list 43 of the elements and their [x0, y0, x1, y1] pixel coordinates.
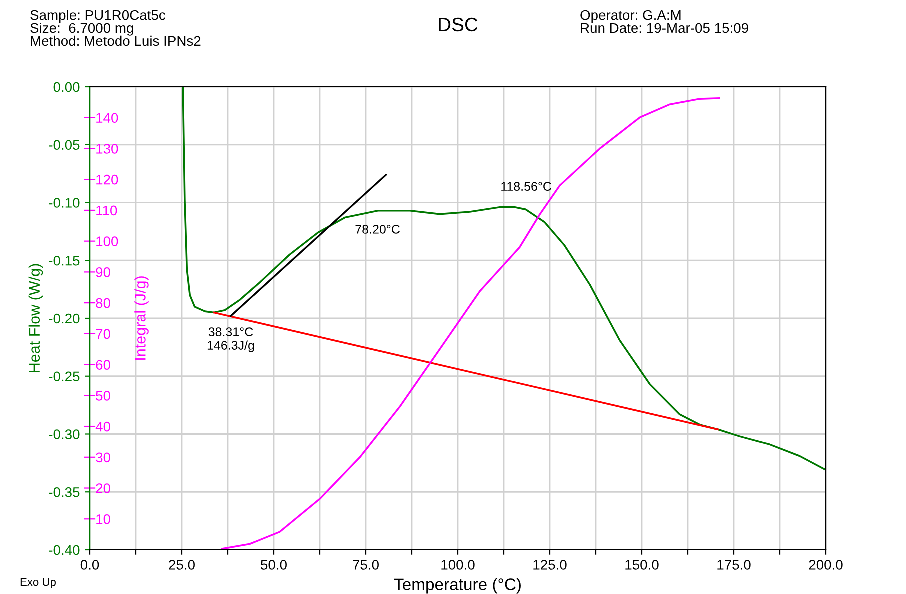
- chart-title: DSC: [439, 18, 478, 32]
- x-tick-label: 50.0: [261, 560, 287, 570]
- annotation: 118.56°C: [502, 182, 552, 192]
- x-tick-label: 0.0: [80, 560, 100, 570]
- y-tick-label: -0.30: [49, 430, 80, 440]
- y-tick-label: -0.25: [49, 372, 80, 382]
- x-tick-label: 200.0: [809, 560, 843, 570]
- y2-tick-label: 110: [96, 206, 118, 216]
- y2-tick-label: 30: [96, 452, 110, 463]
- y2-tick-label: 130: [96, 144, 118, 154]
- x-tick-label: 175.0: [718, 560, 751, 570]
- x-tick-label: 25.0: [169, 560, 195, 570]
- x-axis-title: Temperature (°C): [394, 578, 521, 594]
- y-tick-label: -0.15: [49, 256, 80, 266]
- y2-tick-label: 20: [96, 484, 110, 494]
- y2-axis-title: Integral (J/g): [134, 276, 149, 360]
- y-tick-label: -0.35: [49, 487, 80, 498]
- x-tick-label: 150.0: [626, 560, 659, 570]
- x-tick-label: 125.0: [534, 560, 567, 570]
- y2-tick-label: 10: [96, 514, 110, 524]
- y2-tick-label: 100: [96, 236, 118, 247]
- annotation: 38.31°C 146.3J/g: [208, 328, 254, 352]
- y-tick-label: -0.10: [49, 198, 80, 208]
- y2-tick-label: 60: [96, 360, 110, 370]
- y2-tick-label: 120: [96, 174, 118, 185]
- y-tick-label: -0.20: [49, 314, 80, 324]
- text: Sample: PU1R0Cat5c Size: 6.7000 mg Method: Metodo Luis IPNs2: [30, 10, 201, 46]
- y-tick-label: -0.05: [49, 140, 80, 150]
- x-tick-label: 75.0: [353, 560, 379, 570]
- text: Operator: G.A:M Run Date: 19-Mar-05 15:09: [580, 10, 748, 34]
- y2-tick-label: 50: [96, 391, 110, 401]
- y-axis-title: Heat Flow (W/g): [28, 264, 44, 372]
- line-series: [182, 87, 826, 472]
- x-tick-label: 100.0: [442, 560, 475, 570]
- y2-tick-label: 90: [96, 268, 110, 278]
- text: Exo Up: [20, 578, 56, 588]
- y-tick-label: -0.40: [49, 545, 80, 556]
- y2-tick-label: 40: [96, 422, 110, 432]
- annotation: 78.20°C: [356, 225, 400, 234]
- y-tick-label: 0.00: [54, 82, 80, 92]
- y2-tick-label: 70: [96, 329, 110, 340]
- y2-tick-label: 140: [96, 113, 118, 124]
- y2-tick-label: 80: [96, 298, 110, 308]
